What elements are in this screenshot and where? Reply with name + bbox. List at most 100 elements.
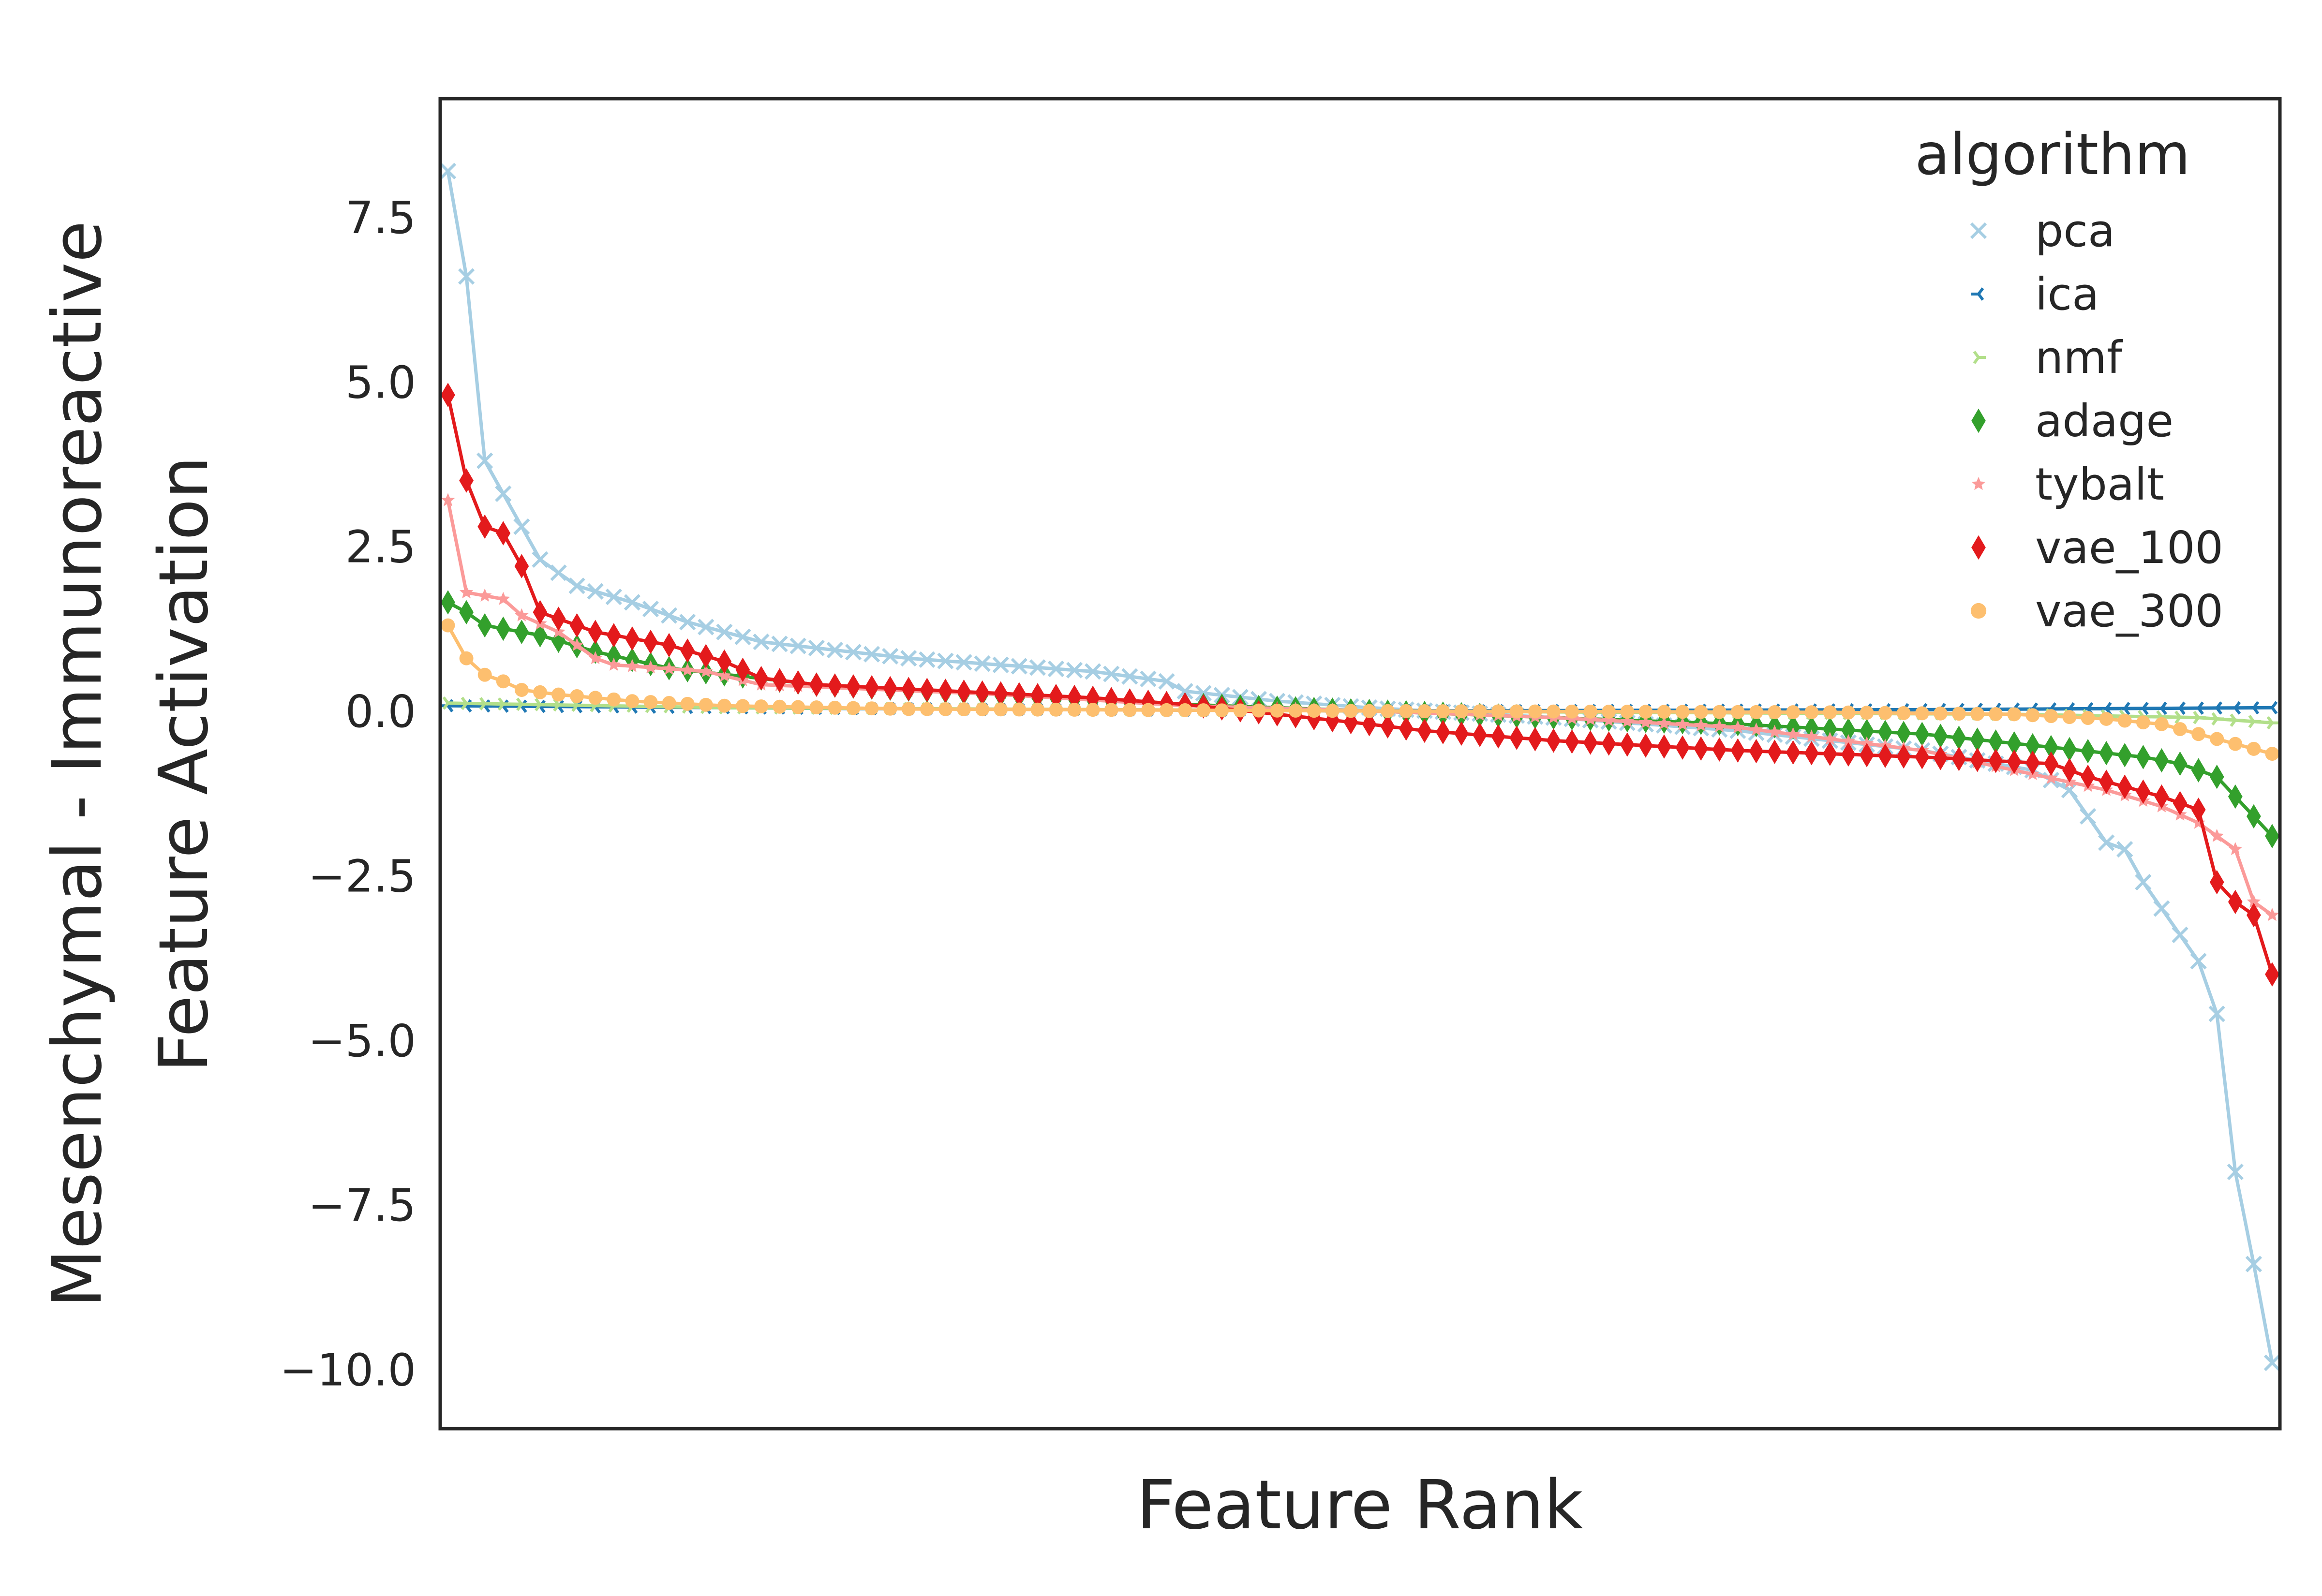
data-point-vae_300 [1602, 705, 1616, 719]
data-point-vae_100 [625, 626, 640, 651]
data-point-pca [716, 623, 733, 640]
data-point-vae_300 [864, 701, 879, 716]
data-point-vae_300 [828, 700, 842, 715]
data-point-pca [2245, 1256, 2262, 1272]
data-point-vae_300 [625, 694, 640, 709]
data-point-vae_100 [772, 668, 787, 693]
legend: algorithm pca ica nmf adage tybalt vae_100vae… [1915, 121, 2223, 637]
data-point-vae_300 [2081, 711, 2095, 725]
data-point-vae_300 [1399, 704, 1414, 718]
data-point-vae_300 [1970, 707, 1984, 721]
data-point-vae_300 [736, 699, 750, 713]
data-point-tybalt [662, 662, 676, 675]
data-point-adage [1860, 719, 1874, 743]
data-point-adage [1915, 722, 1930, 746]
data-point-vae_300 [1030, 702, 1045, 717]
data-point-vae_300 [754, 699, 768, 714]
data-point-vae_300 [1491, 704, 1505, 719]
data-point-pca [937, 652, 954, 669]
data-point-pca [458, 268, 475, 285]
data-point-vae_300 [1509, 704, 1524, 719]
data-point-vae_300 [1878, 706, 1892, 720]
data-point-adage [1970, 727, 1985, 752]
data-point-vae_100 [1841, 742, 1856, 767]
data-point-nmf [2211, 712, 2224, 726]
data-point-vae_300 [1841, 705, 1856, 720]
data-point-adage [2154, 748, 2169, 773]
data-point-pca [587, 583, 604, 600]
data-point-tybalt [2265, 908, 2279, 921]
data-point-vae_300 [994, 702, 1008, 717]
data-point-vae_300 [1675, 705, 1690, 719]
data-point-vae_100 [2247, 902, 2261, 928]
data-point-tybalt [1694, 718, 1708, 732]
data-point-vae_100 [1509, 725, 1524, 750]
data-point-vae_100 [1970, 748, 1985, 772]
data-point-vae_300 [2117, 713, 2132, 728]
data-point-vae_300 [1528, 704, 1542, 719]
data-point-pca [679, 614, 696, 631]
data-point-tybalt [2247, 894, 2261, 908]
data-point-vae_300 [883, 701, 897, 716]
y-tick-label: −2.5 [308, 850, 416, 902]
data-point-vae_300 [1712, 705, 1727, 719]
data-point-vae_100 [1122, 688, 1137, 713]
data-point-vae_300 [2173, 722, 2187, 736]
data-point-vae_300 [2155, 717, 2169, 731]
legend-label-vae_300: vae_300 [2035, 585, 2223, 637]
data-point-vae_300 [1012, 702, 1027, 717]
data-point-vae_100 [1583, 730, 1598, 755]
data-point-vae_100 [1675, 735, 1690, 760]
legend-marker-pca [1970, 222, 1987, 239]
data-point-vae_300 [809, 700, 824, 715]
data-point-pca [550, 564, 567, 581]
data-point-tybalt [1749, 722, 1763, 736]
data-point-pca [2116, 841, 2133, 858]
data-point-vae_300 [2007, 707, 2022, 722]
data-point-vae_100 [864, 675, 879, 700]
data-point-vae_300 [1823, 705, 1837, 720]
data-point-vae_100 [938, 679, 953, 703]
data-point-vae_100 [2044, 751, 2058, 776]
data-point-vae_100 [496, 521, 511, 546]
data-point-vae_100 [1380, 714, 1395, 739]
data-point-pca [532, 551, 549, 568]
data-point-vae_300 [920, 702, 934, 716]
data-point-vae_300 [1233, 703, 1248, 718]
series-line-vae_300 [446, 624, 2273, 755]
data-point-vae_300 [773, 699, 787, 714]
data-point-vae_300 [551, 687, 566, 702]
y-axis-ticks: 7.5 5.0 2.5 0.0 −2.5 −5.0 −7.5 −10.0 [280, 192, 416, 1396]
data-point-vae_100 [1104, 687, 1119, 711]
data-point-pca [660, 607, 678, 624]
data-point-vae_100 [1528, 727, 1543, 752]
data-point-ica [2228, 701, 2241, 715]
data-point-vae_300 [957, 702, 971, 716]
data-point-ica [2117, 702, 2130, 715]
data-point-tybalt [1823, 731, 1837, 745]
data-point-vae_300 [459, 651, 474, 665]
data-point-tybalt [441, 493, 455, 506]
data-point-vae_100 [533, 600, 548, 625]
data-point-pca [513, 518, 530, 535]
data-point-vae_300 [1657, 705, 1671, 719]
data-point-vae_300 [2210, 732, 2224, 746]
data-point-pca [1121, 668, 1138, 685]
data-point-tybalt [607, 657, 621, 671]
data-point-vae_300 [791, 700, 805, 714]
data-point-pca [1085, 663, 1101, 680]
data-point-vae_300 [1122, 703, 1137, 717]
data-point-pca [2208, 1005, 2225, 1022]
data-point-pca [845, 644, 862, 661]
data-point-vae_300 [901, 702, 916, 716]
data-point-vae_100 [1786, 740, 1801, 765]
data-point-vae_100 [1141, 689, 1156, 714]
data-point-pca [771, 635, 788, 652]
data-point-adage [2044, 735, 2058, 760]
data-point-vae_100 [1896, 744, 1911, 769]
data-point-vae_300 [2025, 708, 2040, 723]
data-point-tybalt [1712, 719, 1727, 733]
data-point-vae_300 [1086, 703, 1100, 717]
data-point-pca [789, 637, 806, 654]
data-point-nmf [2248, 715, 2261, 728]
